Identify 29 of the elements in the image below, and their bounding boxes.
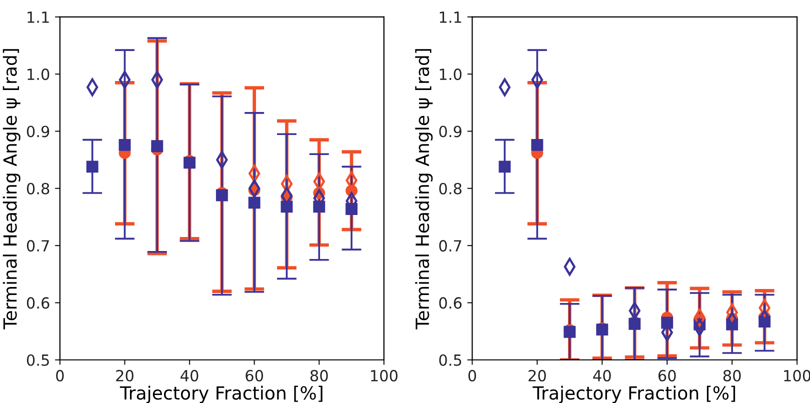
x-tick-label: 80 bbox=[723, 370, 741, 382]
y-tick-label: 0.6 bbox=[439, 297, 462, 309]
y-tick-label: 1.1 bbox=[28, 12, 49, 23]
y-tick-label: 0.7 bbox=[439, 240, 462, 252]
x-tick-label: 0 bbox=[56, 370, 64, 382]
y-tick-label: 1.1 bbox=[440, 12, 462, 23]
x-tick-label: 100 bbox=[371, 370, 398, 382]
y-tick-label: 0.9 bbox=[439, 126, 462, 138]
x-tick-label: 60 bbox=[246, 370, 264, 382]
y-axis-title: Terminal Heading Angle ψ [rad] bbox=[2, 49, 20, 330]
x-tick-label: 20 bbox=[528, 370, 546, 382]
x-tick-label: 20 bbox=[116, 370, 134, 382]
y-axis-title: Terminal Heading Angle ψ [rad] bbox=[415, 49, 433, 330]
y-tick-label: 1.0 bbox=[28, 68, 50, 80]
x-tick-label: 0 bbox=[468, 370, 476, 382]
x-tick-label: 40 bbox=[593, 370, 611, 382]
y-tick-label: 0.5 bbox=[439, 354, 462, 366]
y-tick-label: 0.5 bbox=[26, 354, 49, 366]
y-tick-label: 0.9 bbox=[26, 126, 50, 138]
x-axis-title: Trajectory Fraction [%] bbox=[532, 386, 736, 403]
y-tick-label: 0.8 bbox=[26, 182, 50, 194]
y-tick-label: 0.7 bbox=[26, 240, 49, 252]
x-tick-label: 80 bbox=[310, 370, 328, 382]
x-tick-label: 60 bbox=[658, 370, 676, 382]
y-tick-label: 1.0 bbox=[440, 68, 462, 80]
y-tick-label: 0.6 bbox=[26, 297, 50, 309]
y-tick-label: 0.8 bbox=[439, 182, 462, 194]
x-axis-title: Trajectory Fraction [%] bbox=[120, 386, 322, 403]
x-tick-label: 40 bbox=[180, 370, 198, 382]
